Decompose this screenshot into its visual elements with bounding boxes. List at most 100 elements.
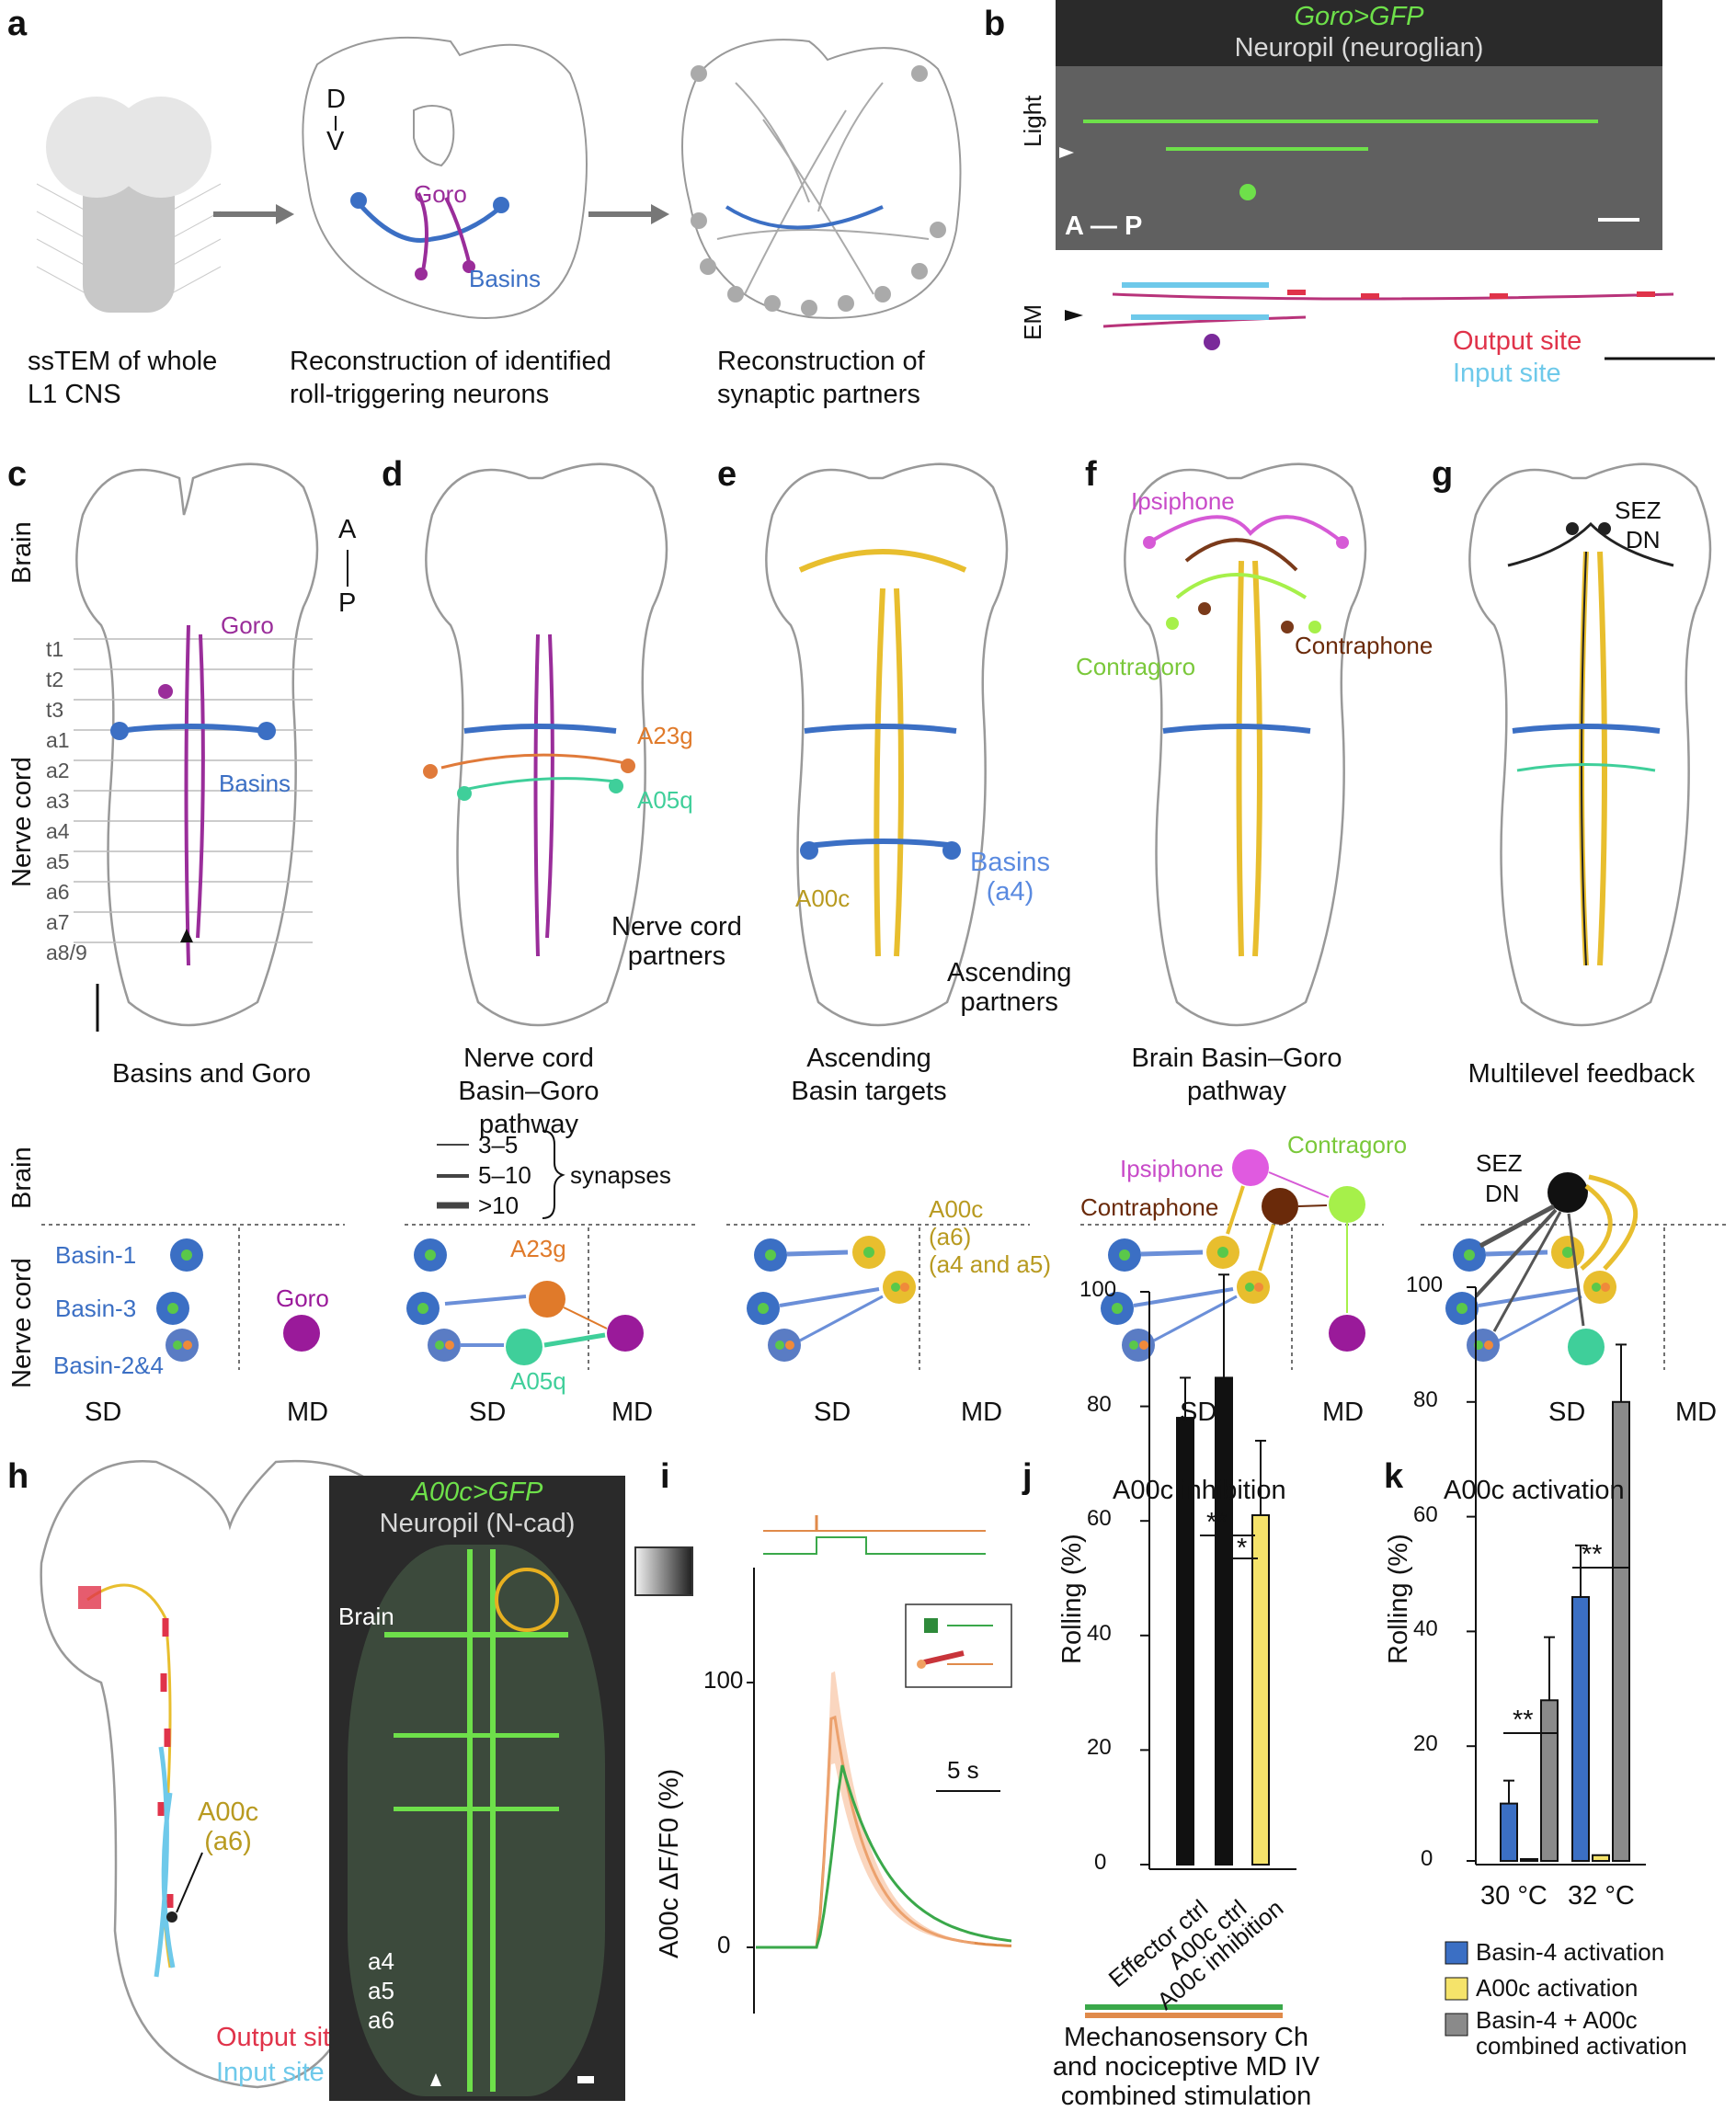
dv-axis-line: [335, 116, 337, 131]
arrow-a1: [213, 204, 294, 224]
k-leg1: Basin-4 activation: [1476, 1938, 1665, 1966]
segment-label-a1: a1: [46, 728, 70, 752]
e-circ-a00c: A00c (a6) (a4 and a5): [929, 1195, 1051, 1278]
panel-letter-j: j: [1022, 1457, 1033, 1496]
k-leg2: A00c activation: [1476, 1974, 1639, 2002]
legend-3-5: 3–5: [478, 1131, 519, 1158]
e-a00c-label: A00c: [795, 884, 851, 912]
panel-letter-b: b: [984, 5, 1006, 43]
a-cap3: Reconstruction of synaptic partners: [717, 347, 925, 409]
panel-i-chart: [747, 1515, 1012, 2014]
sd-label-d: SD: [469, 1398, 507, 1427]
k-tick-label: 0: [1421, 1846, 1433, 1871]
b-input-label: Input site: [1453, 359, 1561, 388]
e-caption: Ascending Basin targets: [791, 1044, 947, 1106]
j-stim-caption: Mechanosensory Ch and nociceptive MD IV co…: [1052, 2023, 1320, 2111]
segment-label-a8/9: a8/9: [46, 941, 87, 964]
k-x1: 30 °C: [1480, 1881, 1548, 1911]
k-tick-label: 20: [1413, 1731, 1438, 1757]
f-contraphone-label: Contraphone: [1295, 632, 1433, 659]
a-goro-label: Goro: [414, 180, 467, 208]
j-tick-label: 80: [1087, 1391, 1112, 1417]
h-a5-label: a5: [368, 1977, 394, 2004]
k-sig1: **: [1513, 1706, 1534, 1735]
arrow-a2: [588, 204, 669, 224]
segment-label-a6: a6: [46, 880, 70, 904]
segment-label-t3: t3: [46, 698, 64, 722]
j-sig1: **: [1206, 1508, 1228, 1537]
panel-letter-f: f: [1085, 455, 1097, 494]
a-d-label: D: [326, 85, 346, 114]
panel-letter-k: k: [1384, 1457, 1404, 1496]
segment-label-t2: t2: [46, 668, 64, 691]
md-label-f: MD: [1322, 1398, 1365, 1427]
segment-label-a4: a4: [46, 819, 70, 843]
circuit-nodes: [156, 1149, 1639, 1365]
cns-outlines-row2: [75, 462, 1712, 1027]
circ-brain-label: Brain: [7, 1147, 37, 1209]
k-bar: [1592, 1854, 1610, 1863]
i-y100: 100: [703, 1666, 744, 1694]
j-sig2: *: [1237, 1534, 1248, 1563]
sd-label-f: SD: [1180, 1398, 1217, 1427]
segment-label-a2: a2: [46, 759, 70, 782]
c-nerve-label: Nerve cord: [7, 757, 37, 887]
panel-letter-e: e: [717, 455, 737, 494]
panel-k-chart: [1445, 1286, 1646, 2037]
h-brain-label: Brain: [338, 1603, 394, 1630]
g-circ-dn: DN: [1485, 1180, 1520, 1207]
em-trace: [1065, 282, 1715, 360]
g-sez-label: SEZ: [1615, 496, 1662, 524]
neuron-traces: [119, 515, 1674, 966]
k-leg3: Basin-4 + A00c combined activation: [1476, 2006, 1687, 2060]
h-output-label: Output site: [216, 2023, 346, 2052]
a-cap2: Reconstruction of identified roll-trigger…: [290, 347, 611, 409]
j-tick-label: 0: [1094, 1850, 1107, 1875]
k-tick-label: 100: [1406, 1272, 1444, 1297]
panel-letter-d: d: [382, 455, 404, 494]
b-em-label: EM: [1019, 304, 1046, 340]
k-ylabel: Rolling (%): [1384, 1534, 1413, 1664]
segment-label-a5: a5: [46, 850, 70, 873]
c-a-label: A: [338, 515, 357, 544]
e-asc-label: Ascending partners: [947, 958, 1072, 1017]
f-circ-ipsiphone: Ipsiphone: [1120, 1155, 1224, 1182]
md-label-e: MD: [961, 1398, 1003, 1427]
d-a23g-label: A23g: [637, 722, 693, 749]
panel-letter-i: i: [660, 1457, 670, 1496]
f-contragoro-label: Contragoro: [1076, 653, 1196, 680]
k-bar: [1500, 1802, 1518, 1862]
b-output-label: Output site: [1453, 326, 1582, 356]
f-caption: Brain Basin–Goro pathway: [1131, 1044, 1342, 1106]
e-basins-label: Basins (a4): [970, 848, 1051, 907]
soma-dots: [96, 522, 1611, 1032]
d-caption: Nerve cord Basin–Goro pathway: [458, 1044, 600, 1139]
legend-5-10: 5–10: [478, 1161, 531, 1189]
k-bar: [1612, 1400, 1630, 1863]
g-caption: Multilevel feedback: [1468, 1059, 1696, 1089]
panel-j-chart: [1085, 1273, 1296, 2018]
f-circ-contragoro: Contragoro: [1287, 1131, 1408, 1158]
j-ylabel: Rolling (%): [1057, 1534, 1087, 1664]
i-ylabel: A00c ΔF/F0 (%): [655, 1768, 684, 1958]
j-tick-label: 20: [1087, 1735, 1112, 1761]
d-a05q-label: A05q: [637, 786, 693, 814]
segment-label-a7: a7: [46, 910, 70, 934]
j-tick-label: 40: [1087, 1620, 1112, 1646]
c-caption: Basins and Goro: [111, 1059, 311, 1089]
k-title: A00c activation: [1444, 1476, 1625, 1505]
h-a4-label: a4: [368, 1947, 394, 1975]
light-stim-icon: [634, 1546, 693, 1596]
brain-outline-a1: [302, 36, 588, 319]
j-bar: [1251, 1513, 1270, 1866]
f-circ-contraphone: Contraphone: [1080, 1193, 1219, 1221]
b-light-label: Light: [1019, 95, 1046, 147]
panel-letter-g: g: [1432, 455, 1454, 494]
b-title-grey: Neuropil (neuroglian): [1234, 33, 1484, 63]
a-basins-label: Basins: [469, 265, 542, 292]
panel-letter-h: h: [7, 1457, 29, 1496]
b-ap-label: A — P: [1065, 211, 1143, 241]
j-title: A00c inhibition: [1113, 1476, 1286, 1505]
k-x2: 32 °C: [1568, 1881, 1635, 1911]
segment-label-t1: t1: [46, 637, 64, 661]
